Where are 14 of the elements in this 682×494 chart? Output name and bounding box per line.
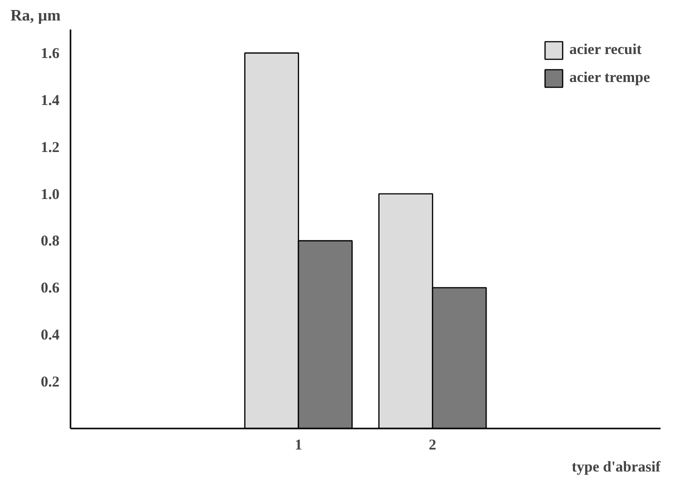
y-tick-label: 0.8 bbox=[40, 234, 60, 250]
y-axis-title: Ra, µm bbox=[10, 8, 62, 24]
legend-label: acier trempe bbox=[569, 70, 650, 86]
y-tick-label: 0.4 bbox=[40, 328, 60, 344]
x-tick-label: 1 bbox=[294, 438, 302, 454]
y-tick-label: 1.4 bbox=[40, 92, 60, 109]
x-tick-label: 2 bbox=[428, 438, 436, 454]
y-tick-label: 0.2 bbox=[40, 374, 60, 391]
x-axis-title: type d'abrasif bbox=[572, 460, 662, 476]
y-tick-label: 0.6 bbox=[40, 280, 60, 297]
y-tick-label: 1.0 bbox=[40, 186, 60, 203]
y-tick-label: 1.6 bbox=[40, 46, 60, 62]
legend-label: acier recuit bbox=[569, 42, 642, 58]
y-tick-label: 1.2 bbox=[40, 140, 60, 156]
